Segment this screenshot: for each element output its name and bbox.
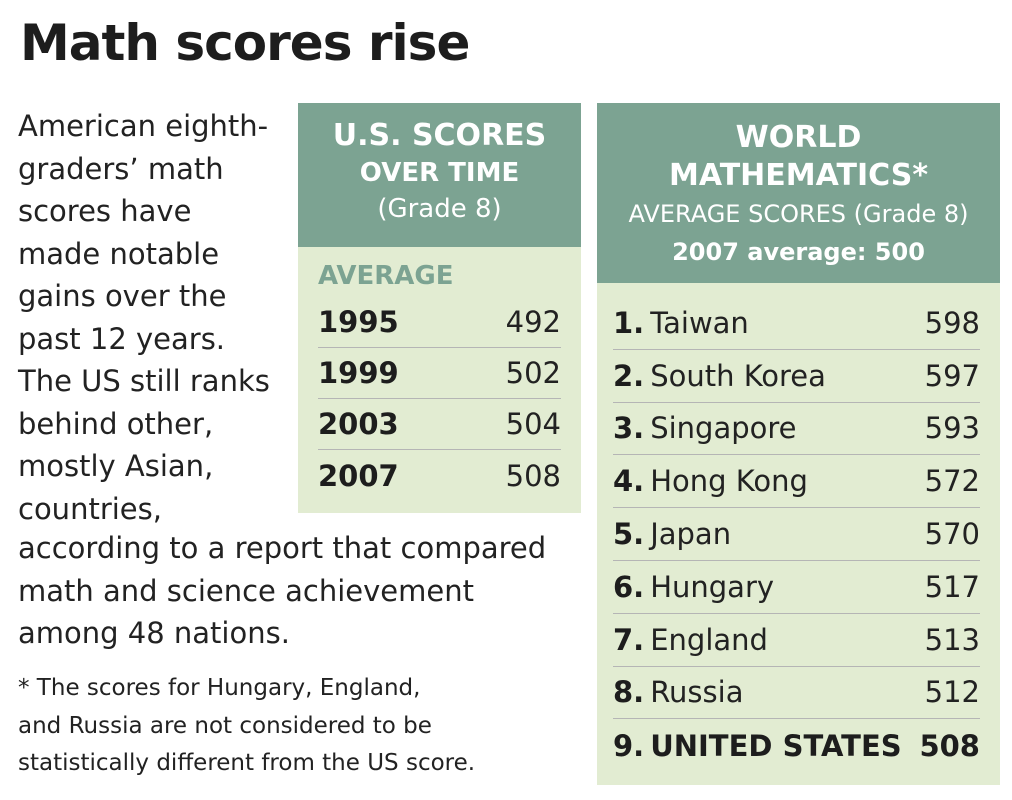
world-score-row: 8. Russia 512 [613,667,980,720]
world-score-label: 7. England [613,623,768,657]
average-label: AVERAGE [318,261,454,291]
us-score-year: 2007 [318,458,399,493]
world-average-note: 2007 average: 500 [672,238,925,266]
world-rank: 2. [613,358,645,393]
world-country: Singapore [650,411,797,446]
world-country: Taiwan [650,305,749,340]
us-score-row: 1995 492 [318,297,561,348]
world-country: Hong Kong [650,464,808,499]
world-score-row: 2. South Korea 597 [613,350,980,403]
us-scores-subtitle: (Grade 8) [377,194,502,224]
us-score-year: 2003 [318,407,399,441]
world-score-label: 1. Taiwan [613,306,749,340]
world-score-value: 513 [924,622,980,657]
world-rank: 1. [613,305,645,340]
world-score-value: 598 [924,305,980,340]
us-scores-subtitle: OVER TIME [359,158,520,188]
world-score-label: 8. Russia [613,675,743,709]
world-scores-panel: WORLD MATHEMATICS* AVERAGE SCORES (Grade… [597,103,1000,785]
intro-line: past 12 years. [18,321,226,356]
world-score-row: 6. Hungary 517 [613,561,980,614]
us-score-row: 1999 502 [318,348,561,399]
intro-line: scores have [18,194,192,228]
world-score-label: 4. Hong Kong [613,464,808,498]
world-country: South Korea [650,358,826,393]
us-score-year: 1999 [318,356,399,390]
world-score-row: 4. Hong Kong 572 [613,455,980,509]
world-country: England [650,622,768,657]
us-scores-panel: U.S. SCORES OVER TIME (Grade 8) AVERAGE … [298,103,581,513]
world-score-value: 512 [924,675,980,710]
us-score-year: 1995 [318,305,399,339]
world-score-label: 6. Hungary [613,570,774,604]
us-score-row: 2003 504 [318,399,561,450]
world-score-value: 570 [924,517,980,552]
world-score-value: 508 [919,728,980,763]
world-score-value: 572 [924,464,980,499]
footnote-line: * The scores for Hungary, England, [18,675,421,701]
intro-line: among 48 nations. [18,616,290,650]
intro-line: The US still ranks [18,364,270,398]
intro-line: math and science achievement [18,573,474,608]
intro-line: mostly Asian, [18,449,214,483]
intro-line: according to a report that compared [18,531,547,565]
world-scores-rows: 1. Taiwan 598 2. South Korea 597 3. Singapore 59… [597,283,1000,772]
us-score-value: 492 [505,305,561,339]
world-rank: 3. [613,411,645,446]
world-score-row: 9. UNITED STATES 508 [613,719,980,772]
world-country: UNITED STATES [650,728,902,763]
intro-line: behind other, [18,406,214,441]
world-country: Hungary [650,569,775,604]
intro-line: American eighth- [18,109,269,143]
world-scores-subtitle: AVERAGE SCORES (Grade 8) [628,200,969,228]
world-rank: 7. [613,622,645,657]
world-country: Japan [650,517,732,552]
us-scores-rows: 1995 492 1999 502 2003 504 2007 508 [298,297,581,501]
us-score-value: 504 [505,407,561,441]
us-score-value: 502 [505,356,561,390]
footnote-line: statistically different from the US scor… [18,750,476,776]
world-rank: 4. [613,464,645,499]
world-rank: 6. [613,569,645,604]
intro-text: American eighth- graders’ math scores ha… [18,105,270,530]
world-rank: 5. [613,517,645,552]
us-score-row: 2007 508 [318,450,561,501]
world-scores-title: MATHEMATICS* [668,158,929,193]
world-scores-header: WORLD MATHEMATICS* AVERAGE SCORES (Grade… [597,103,1000,283]
footnote: * The scores for Hungary, England, and R… [18,670,475,783]
intro-line: countries, [18,491,162,526]
world-score-label: 3. Singapore [613,411,797,445]
intro-line: made notable [18,236,220,271]
us-score-value: 508 [505,458,561,493]
intro-line: graders’ math [18,151,224,186]
world-score-row: 3. Singapore 593 [613,403,980,456]
world-score-label: 9. UNITED STATES [613,729,902,763]
world-score-value: 517 [924,569,980,604]
world-score-label: 2. South Korea [613,359,826,393]
us-scores-title: U.S. SCORES [332,118,547,153]
world-score-row: 1. Taiwan 598 [613,297,980,350]
page-title: Math scores rise [20,14,470,72]
intro-text-continued: according to a report that compared math… [18,527,546,655]
world-score-row: 7. England 513 [613,614,980,667]
footnote-line: and Russia are not considered to be [18,712,432,739]
world-scores-title: WORLD [735,120,862,155]
world-country: Russia [650,675,744,710]
us-scores-header: U.S. SCORES OVER TIME (Grade 8) [298,103,581,247]
world-rank: 8. [613,675,645,710]
intro-line: gains over the [18,279,227,313]
world-score-row: 5. Japan 570 [613,508,980,561]
world-score-value: 597 [924,358,980,393]
world-score-value: 593 [924,411,980,446]
world-rank: 9. [613,728,645,763]
world-score-label: 5. Japan [613,517,731,551]
